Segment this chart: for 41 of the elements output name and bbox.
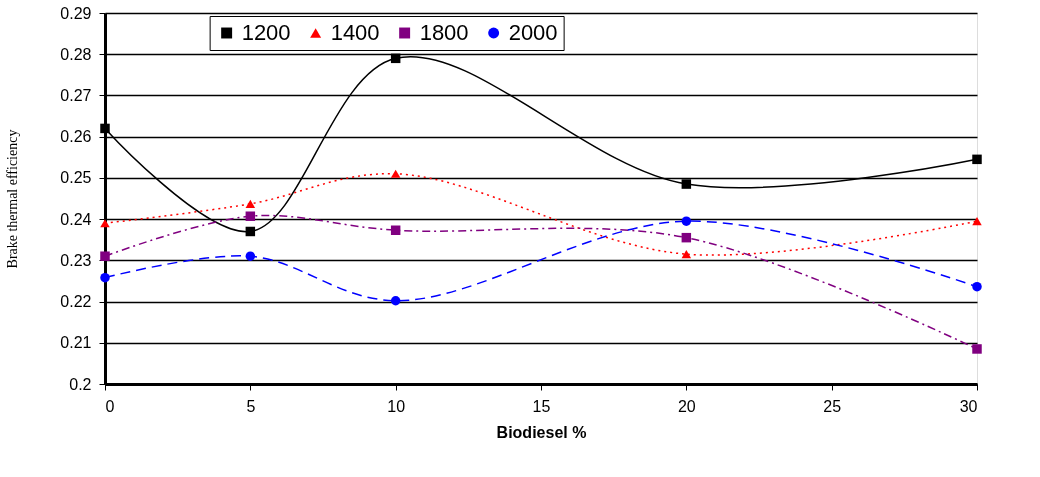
point xyxy=(100,272,110,283)
x-tick-label: 0 xyxy=(105,397,115,415)
y-tick-label: 0.21 xyxy=(60,334,92,352)
y-tick-label: 0.22 xyxy=(60,293,92,311)
y-axis-title: Brake thermal efficiency xyxy=(5,129,21,269)
y-tick-label: 0.27 xyxy=(60,86,92,104)
point xyxy=(972,344,982,354)
legend-label: 2000 xyxy=(508,20,558,45)
point xyxy=(972,154,982,165)
point xyxy=(390,225,401,235)
point xyxy=(245,211,256,221)
point xyxy=(245,251,256,261)
legend-label: 1400 xyxy=(330,20,380,45)
legend-label: 1800 xyxy=(419,20,469,45)
point xyxy=(390,53,401,64)
y-tick-label: 0.2 xyxy=(69,375,92,393)
point xyxy=(972,217,982,226)
point xyxy=(681,232,692,243)
y-tick-label: 0.25 xyxy=(60,169,92,187)
x-tick-label: 15 xyxy=(532,397,551,415)
y-tick-label: 0.28 xyxy=(60,45,92,63)
point xyxy=(390,296,401,306)
point xyxy=(100,123,110,134)
x-axis-title: Biodiesel % xyxy=(496,423,587,441)
x-tick-label: 25 xyxy=(823,397,842,415)
x-tick-label: 10 xyxy=(387,397,406,415)
x-tick-label: 30 xyxy=(959,397,978,415)
y-tick-label: 0.24 xyxy=(60,210,92,228)
point xyxy=(390,169,401,178)
point xyxy=(681,250,692,259)
x-tick-label: 20 xyxy=(677,397,696,415)
point xyxy=(681,216,692,226)
legend-label: 1200 xyxy=(241,20,291,45)
point xyxy=(681,179,692,189)
y-tick-label: 0.26 xyxy=(60,128,92,146)
y-tick-label: 0.23 xyxy=(60,251,92,269)
point xyxy=(245,199,256,208)
point xyxy=(245,226,256,237)
point xyxy=(972,281,982,292)
x-tick-label: 5 xyxy=(246,397,256,415)
y-tick-label: 0.29 xyxy=(60,4,92,22)
